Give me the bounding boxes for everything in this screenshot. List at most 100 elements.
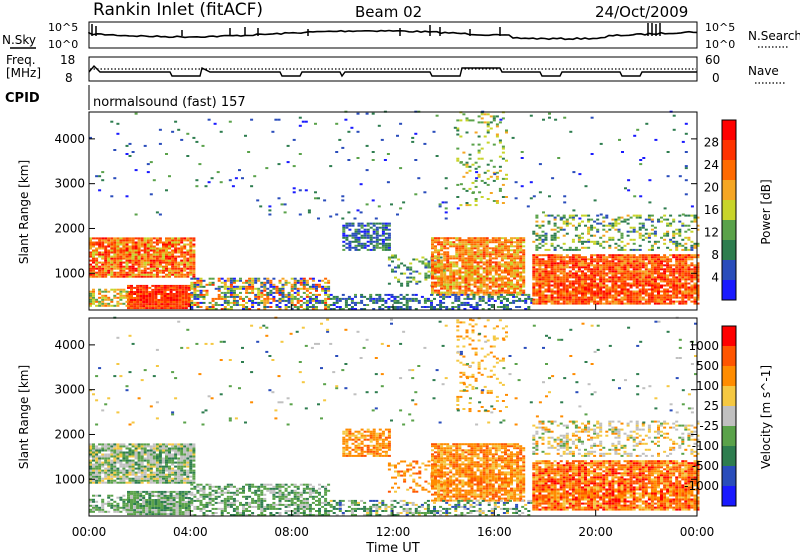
power-cell-1418: [348, 228, 352, 231]
power-cell-201: [122, 267, 126, 270]
power-cell-600: [189, 253, 193, 256]
power-cell-1363: [318, 279, 321, 282]
power-cell-341: [143, 245, 147, 248]
power-cell-3232: [605, 256, 609, 259]
power-cell-1596: [421, 262, 425, 265]
power-cell-1013: [211, 304, 215, 306]
power-cell-399: [152, 237, 156, 240]
velocity-cell-196: [119, 445, 123, 448]
power-cell-152: [113, 249, 117, 252]
power-cell-2172: [494, 263, 498, 266]
power-cell-1382: [324, 277, 328, 280]
power-cell-1150: [254, 293, 258, 296]
power-cell-3458: [635, 260, 639, 263]
velocity-cell-21: [92, 477, 95, 480]
power-cell-386: [152, 267, 156, 270]
power-cell-4244: [696, 216, 700, 219]
power-cell-3465: [638, 294, 642, 297]
power-cell-4230: [690, 230, 694, 233]
power-cell-2883: [559, 288, 563, 291]
power-cell-3785: [681, 264, 685, 267]
power-cell-2495: [393, 297, 397, 300]
power-cell-161: [116, 271, 120, 274]
power-cell-2258: [507, 289, 510, 292]
power-cell-86: [104, 271, 108, 274]
power-cell-2462: [372, 301, 376, 304]
velocity-cell-146: [113, 479, 117, 482]
power-y-tick-label-3: 4000: [54, 132, 85, 146]
power-cell-4275: [468, 187, 472, 190]
velocity-cell-91: [104, 477, 108, 480]
power-cell-3591: [653, 264, 657, 267]
power-cell-1692: [434, 239, 437, 242]
power-cell-1303: [299, 279, 303, 282]
power-cell-3354: [623, 284, 627, 287]
power-cell-4593: [618, 138, 621, 141]
power-cell-2668: [527, 297, 531, 300]
velocity-cell-213: [122, 445, 126, 448]
power-cell-1928: [464, 253, 468, 256]
power-cell-500: [171, 249, 175, 252]
power-cell-4073: [614, 220, 618, 223]
power-cell-1151: [254, 287, 258, 290]
power-cell-3382: [626, 274, 630, 277]
power-cell-4456: [286, 161, 290, 164]
power-cell-4598: [633, 195, 637, 198]
power-cell-353: [146, 257, 150, 260]
power-cell-185: [119, 261, 123, 264]
power-cell-1026: [217, 295, 221, 298]
power-cell-2157: [491, 239, 495, 242]
power-cell-1682: [434, 265, 437, 268]
power-cell-2922: [562, 256, 566, 259]
power-cell-221: [125, 261, 129, 264]
power-cell-4112: [632, 214, 636, 217]
power-cell-1991: [473, 285, 477, 288]
power-cell-3343: [620, 258, 624, 261]
power-cell-3335: [620, 274, 624, 277]
power-cell-4585: [578, 217, 582, 220]
power-cell-1496: [375, 244, 379, 247]
power-cell-1945: [467, 273, 471, 276]
power-cell-1675: [434, 283, 437, 286]
power-cell-2619: [487, 297, 491, 300]
power-cell-3053: [581, 260, 584, 263]
power-cell-685: [142, 303, 146, 306]
power-cell-2295: [510, 261, 513, 264]
power-cell-104: [107, 271, 111, 274]
power-cell-2644: [506, 297, 509, 300]
power-cell-3706: [672, 294, 676, 297]
power-cell-3839: [690, 288, 694, 291]
power-cell-1512: [378, 222, 382, 225]
power-cell-1753: [443, 267, 447, 270]
power-cell-4400: [146, 163, 150, 166]
power-cell-473: [168, 269, 171, 272]
power-cell-2846: [553, 268, 557, 271]
power-cell-2764: [541, 254, 545, 257]
velocity-cell-124: [107, 445, 111, 448]
power-cell-4040: [599, 242, 603, 245]
power-cell-4145: [650, 246, 654, 249]
power-cell-1124: [245, 279, 249, 282]
velocity-cell-72: [98, 449, 102, 452]
power-cell-2796: [547, 278, 551, 281]
velocity-cell-209: [122, 457, 126, 460]
power-cell-3730: [675, 284, 679, 287]
power-cell-3979: [568, 214, 572, 217]
power-cell-2752: [541, 282, 545, 285]
power-cell-3588: [653, 270, 657, 273]
power-cell-3072: [584, 268, 587, 271]
power-cell-854: [184, 286, 188, 289]
power-cell-2902: [562, 296, 566, 299]
power-cell-1321: [305, 293, 309, 296]
power-cell-2210: [500, 289, 504, 292]
power-cell-347: [146, 273, 150, 276]
power-cell-1839: [455, 285, 459, 288]
power-cell-913: [110, 298, 114, 301]
power-cell-3515: [644, 282, 648, 285]
power-cell-2465: [375, 301, 379, 304]
power-cell-3082: [587, 296, 591, 299]
power-cell-2700: [535, 294, 539, 297]
power-cell-654: [133, 299, 137, 301]
power-cell-3548: [647, 256, 651, 259]
power-cell-408: [155, 259, 159, 262]
